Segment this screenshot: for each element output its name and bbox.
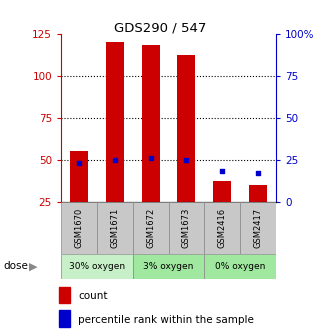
Point xyxy=(256,170,261,176)
FancyBboxPatch shape xyxy=(133,202,169,254)
FancyBboxPatch shape xyxy=(240,202,276,254)
Bar xyxy=(59,287,70,303)
Text: 0% oxygen: 0% oxygen xyxy=(215,262,265,271)
Bar xyxy=(106,42,124,202)
FancyBboxPatch shape xyxy=(169,202,204,254)
Text: GSM1673: GSM1673 xyxy=(182,207,191,248)
Point xyxy=(148,155,153,161)
FancyBboxPatch shape xyxy=(204,254,276,279)
FancyBboxPatch shape xyxy=(133,254,204,279)
Text: ▶: ▶ xyxy=(30,261,38,271)
Text: GSM1671: GSM1671 xyxy=(110,208,119,248)
Text: dose: dose xyxy=(3,261,28,271)
Bar xyxy=(59,310,70,327)
Text: GSM1670: GSM1670 xyxy=(74,208,83,248)
Bar xyxy=(178,55,195,202)
Point xyxy=(76,160,82,166)
Text: GSM2416: GSM2416 xyxy=(218,208,227,248)
Text: GDS290 / 547: GDS290 / 547 xyxy=(114,22,207,35)
Point xyxy=(184,157,189,162)
Bar xyxy=(70,151,88,202)
Point xyxy=(112,157,117,162)
Text: percentile rank within the sample: percentile rank within the sample xyxy=(79,314,254,325)
Bar xyxy=(249,185,267,202)
FancyBboxPatch shape xyxy=(61,202,97,254)
Text: GSM1672: GSM1672 xyxy=(146,208,155,248)
Text: 30% oxygen: 30% oxygen xyxy=(69,262,125,271)
FancyBboxPatch shape xyxy=(97,202,133,254)
Text: count: count xyxy=(79,291,108,301)
Point xyxy=(220,169,225,174)
Bar xyxy=(213,181,231,202)
FancyBboxPatch shape xyxy=(61,254,133,279)
Bar xyxy=(142,45,160,202)
FancyBboxPatch shape xyxy=(204,202,240,254)
Text: GSM2417: GSM2417 xyxy=(254,208,263,248)
Text: 3% oxygen: 3% oxygen xyxy=(143,262,194,271)
